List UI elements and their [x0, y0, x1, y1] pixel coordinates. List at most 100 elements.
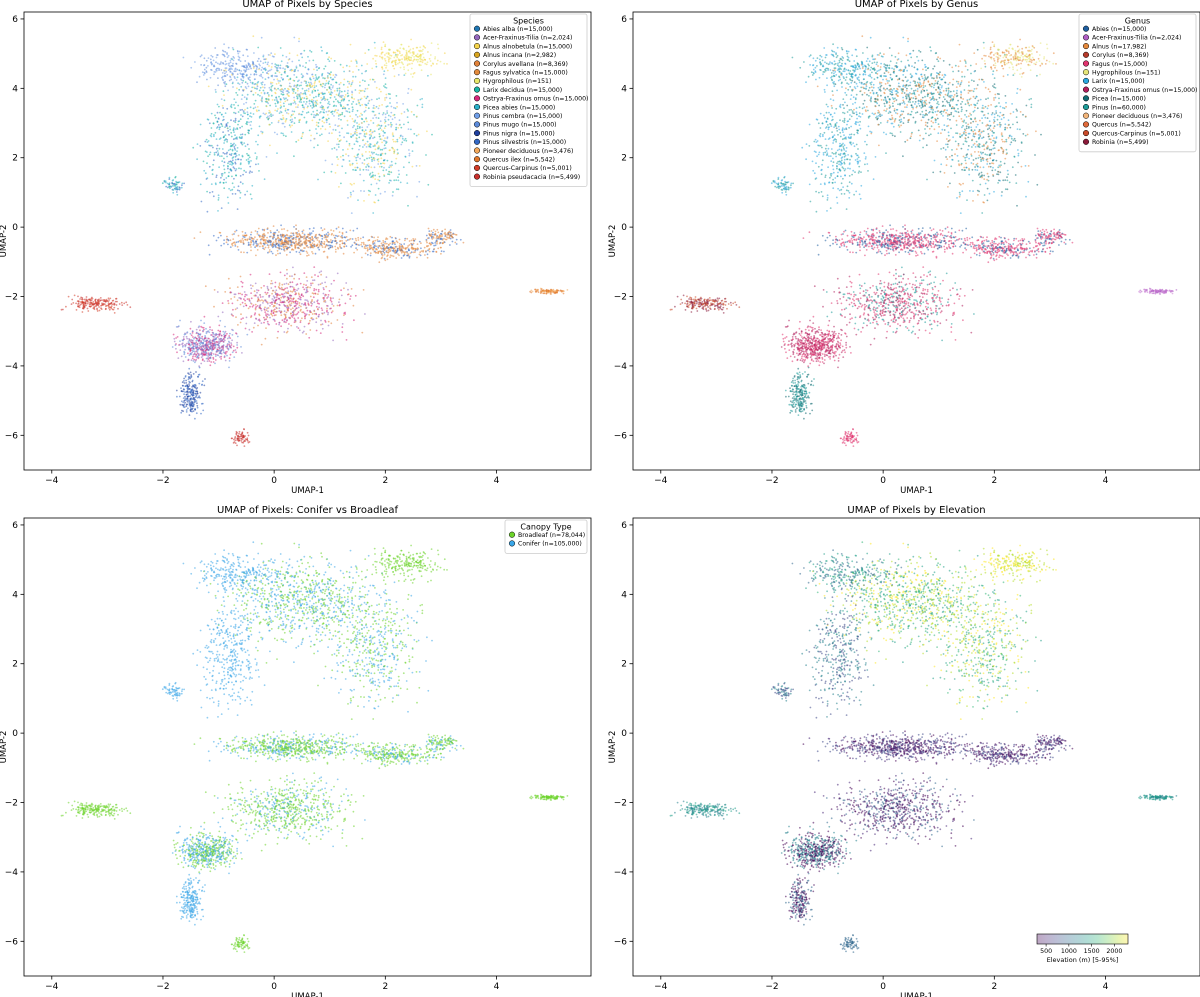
scatter-point — [244, 293, 247, 296]
scatter-point — [115, 304, 118, 306]
scatter-point — [403, 243, 406, 245]
scatter-point — [244, 86, 247, 88]
scatter-point — [396, 56, 399, 59]
scatter-point — [188, 354, 191, 357]
scatter-point — [306, 73, 309, 75]
scatter-point — [203, 347, 206, 350]
scatter-point — [385, 96, 388, 99]
scatter-point — [276, 246, 279, 249]
scatter-point — [264, 61, 267, 64]
scatter-point — [317, 283, 320, 286]
scatter-point — [194, 352, 196, 355]
scatter-point — [241, 136, 243, 138]
scatter-point — [562, 292, 565, 295]
scatter-point — [198, 336, 200, 339]
scatter-point — [370, 151, 373, 154]
scatter-point — [388, 56, 390, 59]
scatter-point — [254, 87, 256, 90]
scatter-point — [224, 69, 227, 71]
scatter-point — [184, 345, 187, 348]
scatter-point — [304, 247, 306, 249]
scatter-point — [215, 338, 218, 340]
scatter-point — [395, 179, 398, 182]
scatter-point — [311, 91, 314, 94]
scatter-point — [341, 326, 344, 329]
scatter-point — [217, 333, 220, 336]
scatter-point — [263, 91, 266, 94]
scatter-point — [295, 238, 297, 241]
scatter-point — [318, 241, 321, 244]
scatter-point — [417, 133, 420, 136]
scatter-point — [308, 237, 310, 240]
scatter-point — [217, 329, 220, 332]
scatter-point — [339, 240, 342, 242]
scatter-point — [242, 76, 245, 79]
scatter-point — [252, 239, 254, 242]
scatter-point — [258, 109, 260, 112]
scatter-point — [245, 101, 248, 104]
scatter-point — [412, 242, 415, 245]
scatter-point — [261, 228, 264, 231]
scatter-point — [383, 252, 386, 254]
scatter-point — [392, 255, 395, 258]
scatter-point — [313, 86, 316, 89]
scatter-point — [240, 167, 242, 170]
scatter-point — [255, 254, 257, 257]
scatter-point — [265, 100, 268, 102]
scatter-point — [275, 105, 277, 107]
scatter-point — [221, 72, 224, 74]
scatter-point — [108, 308, 111, 311]
scatter-point — [267, 307, 270, 309]
scatter-point — [213, 338, 216, 340]
scatter-point — [328, 101, 330, 103]
scatter-point — [227, 165, 229, 167]
scatter-point — [388, 48, 391, 51]
scatter-point — [207, 344, 209, 346]
scatter-point — [86, 307, 89, 310]
scatter-point — [311, 302, 314, 305]
scatter-point — [294, 117, 296, 119]
scatter-point — [231, 193, 234, 195]
scatter-point — [293, 74, 296, 76]
scatter-point — [221, 311, 224, 314]
scatter-point — [376, 125, 379, 127]
scatter-point — [416, 46, 419, 49]
scatter-point — [229, 332, 231, 335]
scatter-point — [331, 148, 333, 150]
scatter-point — [224, 330, 227, 333]
scatter-point — [297, 327, 300, 329]
scatter-point — [292, 92, 294, 95]
scatter-point — [403, 66, 405, 69]
scatter-point — [361, 114, 363, 116]
scatter-point — [314, 236, 316, 239]
scatter-point — [293, 88, 295, 91]
scatter-point — [351, 134, 354, 137]
scatter-point — [298, 100, 301, 103]
scatter-point — [279, 299, 282, 302]
scatter-point — [250, 90, 253, 93]
scatter-point — [356, 156, 359, 159]
scatter-point — [408, 161, 410, 164]
scatter-point — [316, 239, 319, 241]
scatter-point — [559, 290, 561, 292]
scatter-point — [419, 98, 422, 101]
scatter-point — [425, 234, 428, 237]
scatter-point — [202, 160, 205, 163]
scatter-point — [201, 384, 203, 386]
scatter-point — [215, 56, 218, 59]
scatter-point — [187, 352, 189, 355]
scatter-point — [182, 338, 185, 341]
scatter-point — [256, 106, 259, 108]
scatter-point — [205, 327, 207, 330]
scatter-point — [298, 119, 301, 122]
scatter-point — [365, 146, 368, 148]
scatter-point — [321, 244, 323, 247]
scatter-point — [318, 76, 320, 78]
scatter-point — [210, 112, 213, 115]
scatter-point — [347, 89, 349, 92]
scatter-point — [194, 360, 197, 362]
scatter-point — [356, 122, 358, 124]
scatter-point — [338, 301, 340, 304]
scatter-point — [234, 117, 237, 120]
scatter-point — [274, 65, 277, 68]
